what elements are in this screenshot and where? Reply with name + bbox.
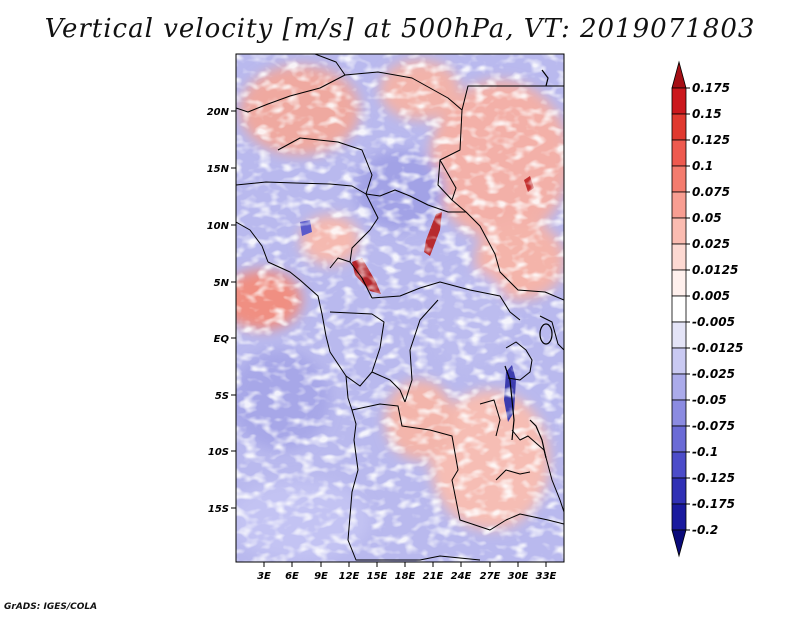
- colorbar-swatch: [671, 321, 687, 349]
- colorbar-swatch: [671, 425, 687, 453]
- latitude-axis: [231, 110, 236, 509]
- colorbar-level-label: -0.125: [692, 471, 735, 485]
- colorbar-swatch: [671, 87, 687, 115]
- colorbar-swatch: [671, 191, 687, 219]
- colorbar-level-label: 0.1: [692, 159, 713, 173]
- colorbar-swatch: [671, 477, 687, 505]
- velocity-field: [236, 54, 564, 562]
- colorbar-swatch: [671, 113, 687, 141]
- colorbar-level-label: 0.075: [692, 185, 730, 199]
- colorbar-level-label: 0.0125: [692, 263, 738, 277]
- lon-label: 30E: [508, 571, 529, 582]
- country-borders: [236, 54, 564, 561]
- colorbar-swatch: [671, 269, 687, 297]
- lat-label: EQ: [214, 334, 230, 345]
- colorbar-level-label: -0.0125: [692, 341, 743, 355]
- lon-label: 27E: [480, 571, 501, 582]
- colorbar-level-label: 0.125: [692, 133, 730, 147]
- lon-label: 9E: [314, 571, 328, 582]
- lon-label: 6E: [285, 571, 299, 582]
- lon-label: 24E: [451, 571, 472, 582]
- lat-label: 10S: [208, 447, 229, 458]
- lat-label: 15N: [207, 164, 230, 175]
- colorbar-swatch: [671, 503, 687, 531]
- lat-label: 5N: [214, 278, 230, 289]
- colorbar: 0.175 0.15 0.125 0.1 0.075 0.05 0.025 0.0125 0.0…: [671, 60, 743, 558]
- colorbar-level-label: -0.025: [692, 367, 735, 381]
- colorbar-level-label: 0.025: [692, 237, 730, 251]
- colorbar-level-label: -0.005: [692, 315, 735, 329]
- colorbar-swatch: [671, 451, 687, 479]
- lon-label: 21E: [423, 571, 444, 582]
- colorbar-swatch: [671, 347, 687, 375]
- lon-label: 15E: [367, 571, 388, 582]
- colorbar-swatch: [671, 139, 687, 167]
- colorbar-level-label: -0.05: [692, 393, 727, 407]
- lat-label: 10N: [207, 221, 230, 232]
- lon-label: 18E: [395, 571, 416, 582]
- colorbar-swatch: [671, 243, 687, 271]
- colorbar-swatch: [671, 399, 687, 427]
- lakes: [504, 69, 553, 459]
- colorbar-swatch: [671, 60, 687, 89]
- longitude-axis: [263, 562, 547, 567]
- lat-label: 20N: [207, 107, 230, 118]
- lat-label: 5S: [215, 391, 229, 402]
- colorbar-level-label: -0.075: [692, 419, 735, 433]
- lat-label: 15S: [208, 504, 229, 515]
- colorbar-swatch: [671, 529, 687, 558]
- colorbar-swatch: [671, 373, 687, 401]
- map-frame: [235, 53, 565, 563]
- colorbar-level-label: -0.1: [692, 445, 718, 459]
- lon-label: 33E: [536, 571, 557, 582]
- map-title: Vertical velocity [m/s] at 500hPa, VT: 2…: [44, 14, 756, 44]
- software-credit: GrADS: IGES/COLA: [4, 602, 98, 612]
- colorbar-swatch: [671, 165, 687, 193]
- colorbar-swatch: [671, 295, 687, 323]
- lon-label: 3E: [257, 571, 271, 582]
- colorbar-level-label: 0.005: [692, 289, 730, 303]
- colorbar-swatch: [671, 217, 687, 245]
- colorbar-level-label: 0.175: [692, 81, 730, 95]
- colorbar-level-label: 0.05: [692, 211, 722, 225]
- colorbar-level-label: -0.2: [692, 523, 718, 537]
- colorbar-level-label: -0.175: [692, 497, 735, 511]
- lon-label: 12E: [339, 571, 360, 582]
- colorbar-level-label: 0.15: [692, 107, 722, 121]
